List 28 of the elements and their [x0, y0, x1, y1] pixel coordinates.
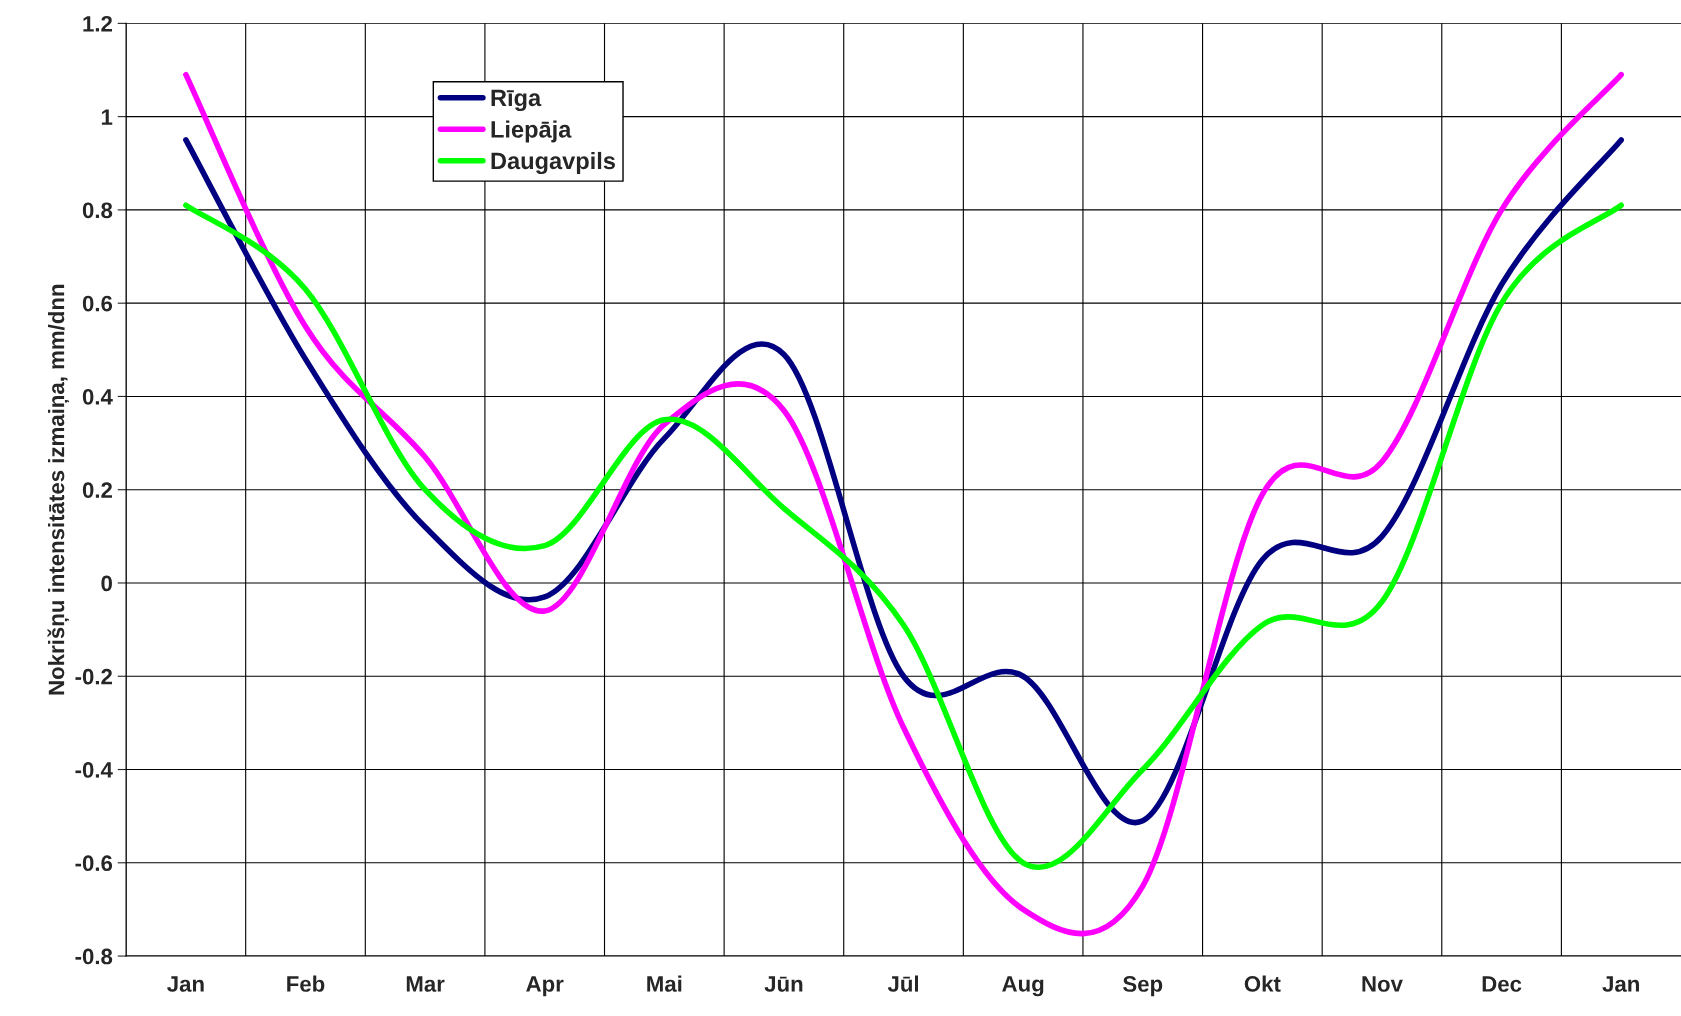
x-tick-label: Mar [406, 976, 445, 992]
y-tick-label: 1.2 [83, 15, 112, 32]
x-tick-label: Jan [167, 976, 204, 992]
x-tick-label: Dec [1482, 976, 1522, 992]
y-tick-label: 0.8 [82, 202, 113, 219]
y-tick-label: -0.6 [75, 855, 113, 872]
x-tick-label: Mai [647, 975, 682, 992]
x-tick-label: Jan [1602, 976, 1639, 992]
x-tick-label: Nov [1362, 976, 1403, 992]
y-tick-label: 0.4 [82, 388, 113, 405]
x-tick-label: Jūl [887, 975, 919, 992]
y-axis-title: Nokrišņu intensitātes izmaiņa, mm/dnn [47, 284, 70, 695]
x-tick-label: Apr [526, 976, 564, 997]
y-tick-label: -0.4 [75, 762, 113, 778]
legend-label: Liepāja [491, 120, 572, 143]
y-tick-label: 0 [101, 575, 112, 592]
y-tick-label: -0.8 [75, 948, 113, 965]
y-tick-label: -0.2 [75, 668, 112, 685]
x-tick-label: Sep [1123, 976, 1163, 997]
legend-label: Daugavpils [491, 151, 615, 175]
y-tick-label: 0.2 [82, 482, 112, 498]
legend-label: Rīga [491, 89, 542, 111]
y-tick-label: 0.6 [82, 295, 113, 312]
x-tick-label: Jūn [764, 976, 803, 992]
x-tick-label: Okt [1244, 975, 1281, 992]
x-tick-label: Feb [287, 975, 325, 992]
x-tick-label: Aug [1002, 976, 1044, 997]
y-tick-label: 1 [101, 109, 113, 125]
